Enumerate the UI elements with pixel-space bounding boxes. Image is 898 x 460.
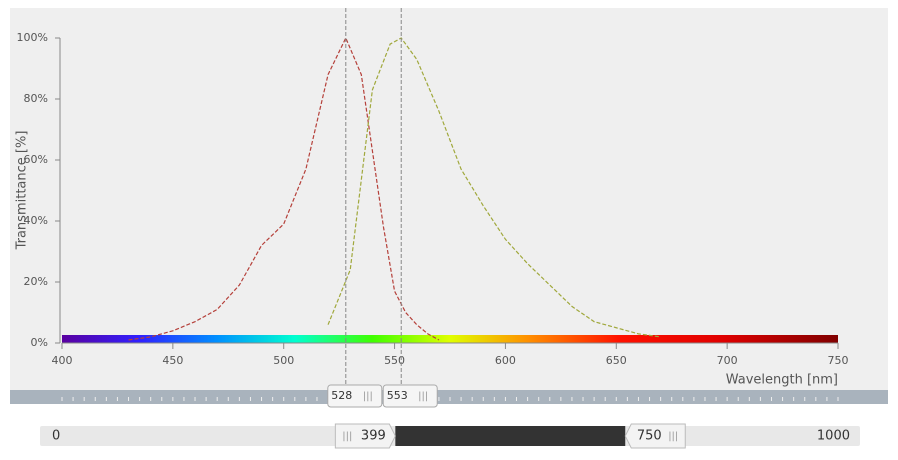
spectrum-band [62,335,838,343]
x-axis-label: Wavelength [nm] [726,373,838,388]
y-axis-label: Transmittance [%] [15,131,30,251]
slider-grip: ||| [668,431,678,442]
series-line [327,37,661,338]
slider-min-label: 0 [52,429,60,444]
marker-grip: ||| [363,391,373,402]
y-tick-label: 60% [24,153,48,166]
x-tick-label: 750 [828,354,849,367]
slider-max-label: 1000 [817,429,850,444]
marker-grip: ||| [418,391,428,402]
y-tick-label: 100% [17,31,48,44]
marker-handle[interactable] [327,384,383,408]
x-tick-label: 700 [717,354,738,367]
y-tick-label: 40% [24,214,48,227]
series-line [128,36,440,341]
slider-value: 750 [637,429,662,444]
slider-value: 399 [361,429,386,444]
slider-range [395,426,626,446]
x-tick-label: 450 [162,354,183,367]
slider-handle[interactable] [334,423,396,449]
marker-handle[interactable] [382,384,438,408]
x-tick-label: 650 [606,354,627,367]
marker-label: 553 [387,389,408,402]
x-tick-label: 600 [495,354,516,367]
y-tick-label: 80% [24,92,48,105]
y-tick-label: 0% [31,336,48,349]
marker-label: 528 [331,389,352,402]
x-tick-label: 400 [52,354,73,367]
x-tick-label: 550 [384,354,405,367]
x-tick-label: 500 [273,354,294,367]
slider-grip: ||| [342,431,352,442]
y-tick-label: 20% [24,275,48,288]
plot-background [10,8,888,390]
slider-handle[interactable] [624,423,686,449]
ruler [10,390,888,404]
